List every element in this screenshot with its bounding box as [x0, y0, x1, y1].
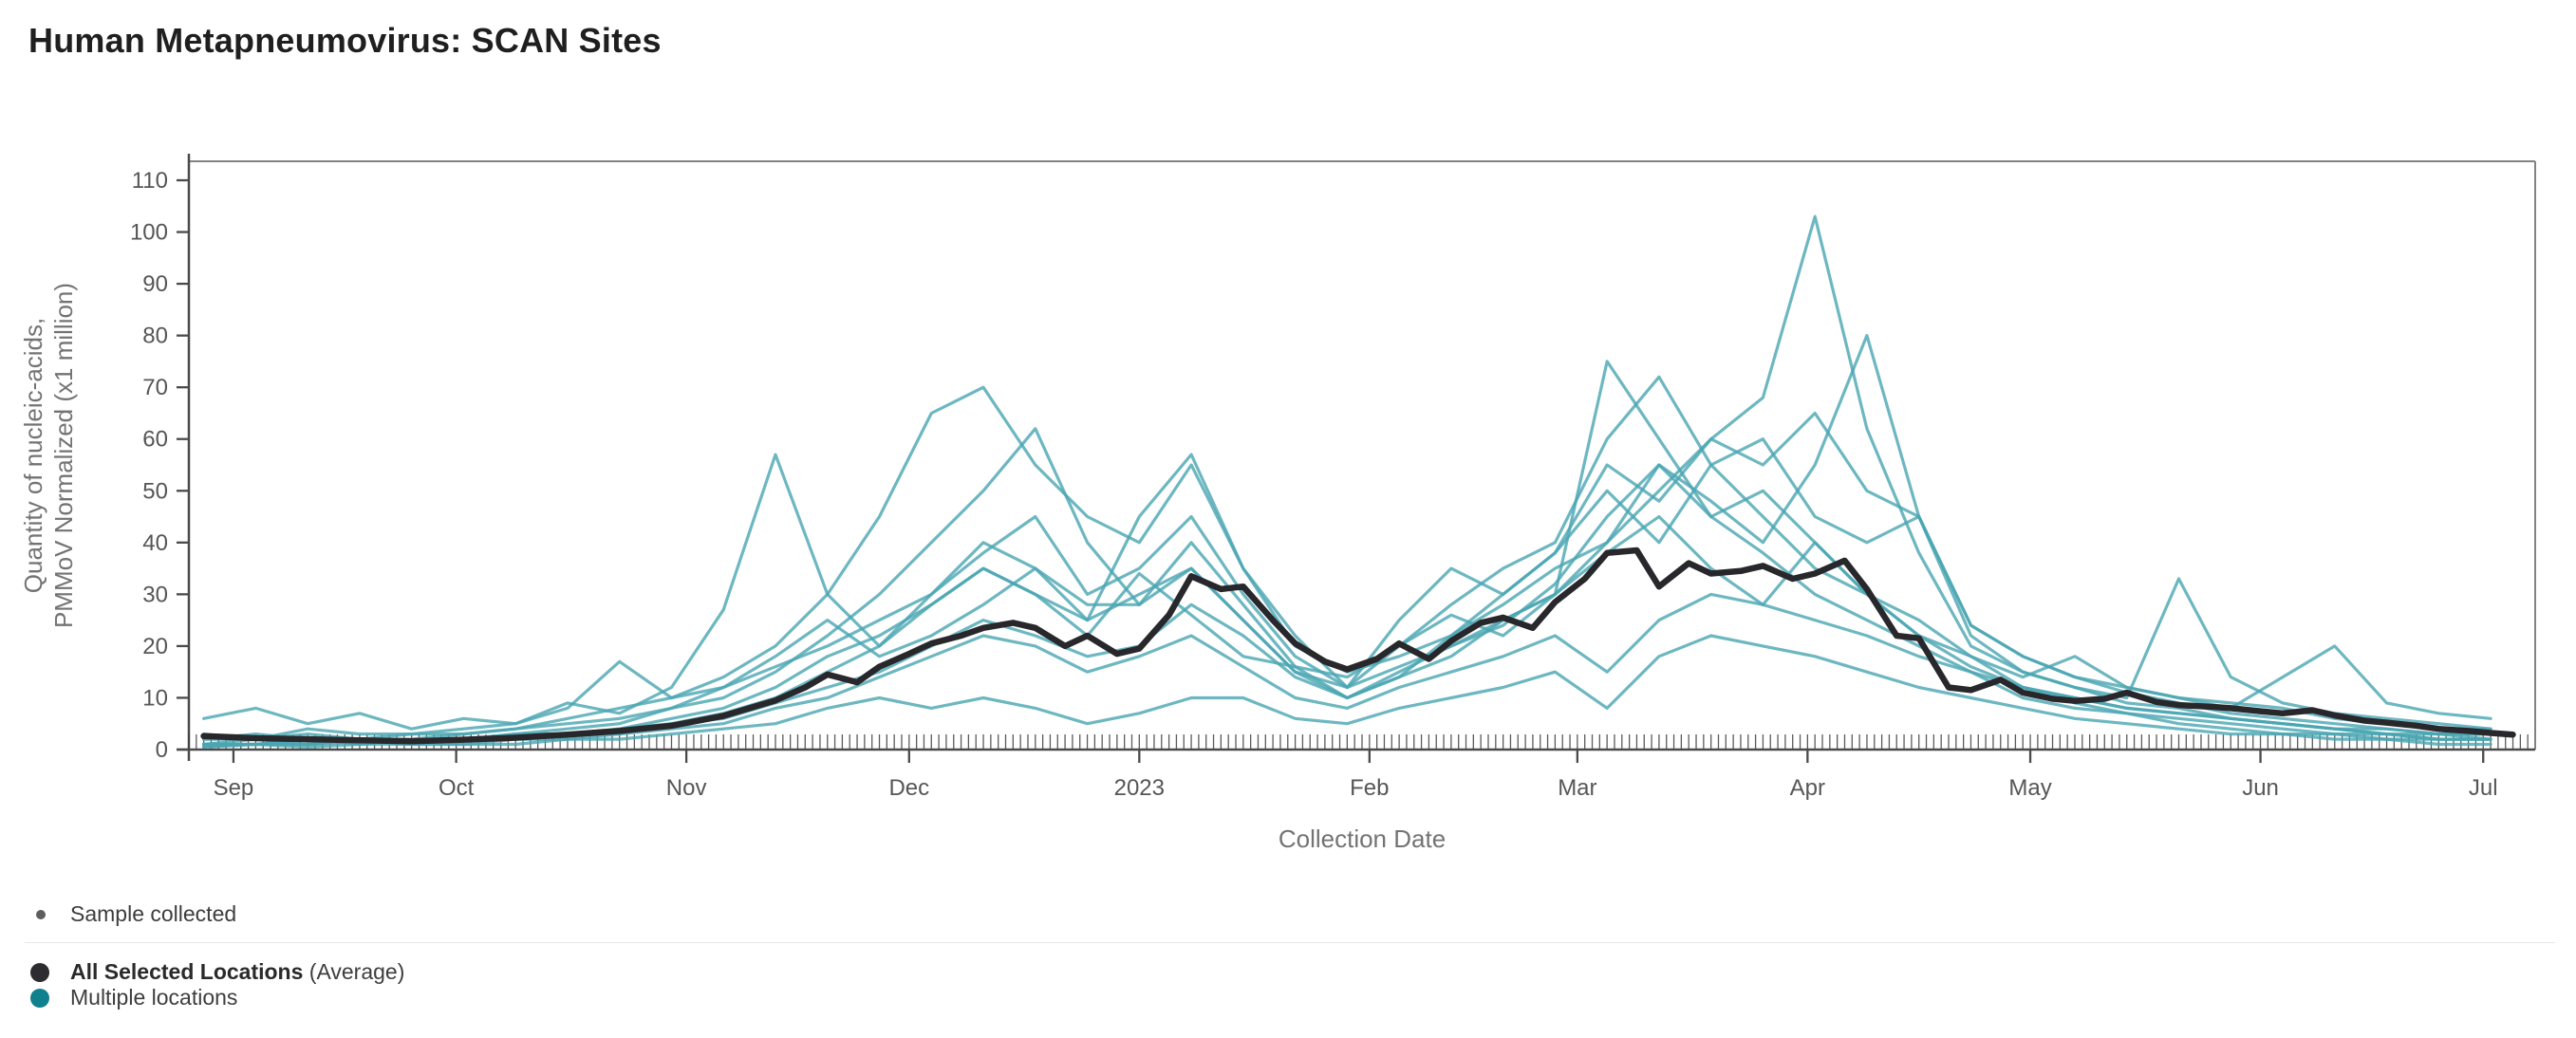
chart-title: Human Metapneumovirus: SCAN Sites	[28, 21, 662, 60]
x-tick-label: Jul	[2469, 775, 2498, 801]
average-series-dot-icon	[30, 962, 49, 982]
site-line[interactable]	[202, 634, 2492, 749]
legend-divider	[25, 942, 2555, 943]
y-tick-label: 20	[142, 634, 168, 659]
x-tick-label: Feb	[1350, 775, 1389, 801]
legend-sample-label: Sample collected	[70, 901, 237, 926]
plot-frame	[189, 160, 2536, 750]
y-tick-label: 30	[142, 582, 168, 607]
sample-collected-dot-icon	[36, 909, 46, 919]
y-tick-label: 70	[142, 375, 168, 400]
y-tick-label: 110	[132, 168, 168, 194]
site-line[interactable]	[202, 411, 2492, 747]
sample-rug	[188, 734, 2529, 749]
x-tick-label: Oct	[439, 775, 475, 801]
y-tick-label: 0	[156, 737, 168, 763]
x-tick-label: Jun	[2242, 775, 2279, 801]
y-tick-label: 100	[130, 220, 168, 246]
y-axis: 0 10 20 30 40 50 60 70 80 90 100 110	[130, 168, 188, 763]
y-tick-label: 50	[142, 478, 168, 504]
x-tick-label: Mar	[1558, 775, 1596, 801]
y-tick-label: 40	[142, 530, 168, 556]
x-tick-label: 2023	[1114, 775, 1165, 801]
x-tick-label: Dec	[888, 775, 929, 801]
legend-average-label: All Selected Locations	[70, 959, 304, 984]
x-tick-label: Nov	[666, 775, 707, 801]
site-line[interactable]	[202, 463, 2492, 741]
legend-average-locations: All Selected Locations (Average)	[27, 959, 404, 985]
locations-series-dot-icon	[30, 988, 49, 1008]
legend-average-suffix: (Average)	[303, 959, 405, 984]
site-line[interactable]	[202, 375, 2492, 741]
x-tick-label: Apr	[1790, 775, 1825, 801]
average-line[interactable]	[200, 547, 2516, 745]
legend-sample-collected: Sample collected	[27, 901, 236, 927]
y-tick-label: 90	[142, 271, 168, 297]
x-tick-label: May	[2008, 775, 2051, 801]
y-tick-label: 60	[142, 427, 168, 453]
y-tick-label: 80	[142, 324, 168, 349]
x-axis-title: Collection Date	[1279, 825, 1446, 853]
legend-multiple-locations: Multiple locations	[27, 985, 237, 1010]
site-line[interactable]	[202, 334, 2492, 747]
y-tick-label: 10	[142, 685, 168, 711]
axis-lines	[177, 154, 2535, 761]
legend-locations-label: Multiple locations	[70, 985, 238, 1010]
x-axis: Sep Oct Nov Dec 2023 Feb Mar Apr May Jun Jul	[214, 751, 2498, 801]
site-line[interactable]	[202, 592, 2492, 747]
x-tick-label: Sep	[214, 775, 254, 801]
y-axis-title: Quantity of nucleic-acids,PMMoV Normaliz…	[19, 283, 78, 628]
